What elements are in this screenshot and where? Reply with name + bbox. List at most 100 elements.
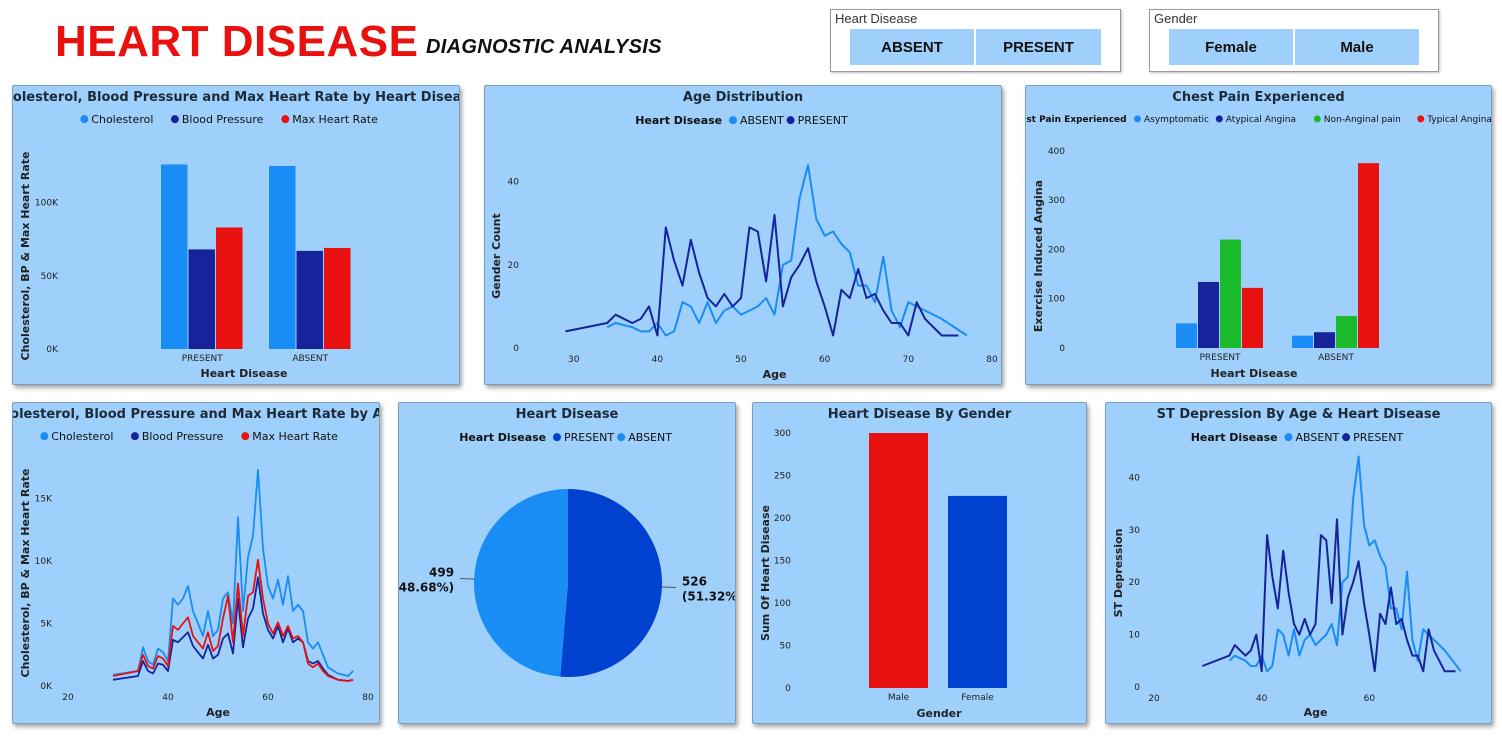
bar bbox=[1198, 281, 1219, 348]
legend-marker bbox=[729, 116, 737, 125]
slicer-male-button[interactable]: Male bbox=[1295, 29, 1419, 65]
x-tick-label: 60 bbox=[262, 693, 274, 703]
slicer-absent-button[interactable]: ABSENT bbox=[850, 29, 974, 65]
legend-label: PRESENT bbox=[1353, 431, 1403, 444]
bar bbox=[1358, 163, 1379, 348]
x-tick-label: 60 bbox=[1364, 694, 1376, 704]
panel-chest-pain[interactable]: Chest Pain Experienced Chest Pain Experie… bbox=[1025, 85, 1492, 385]
x-tick-label: 60 bbox=[819, 355, 831, 365]
y-tick-label: 50 bbox=[780, 642, 792, 652]
panel-age-distribution[interactable]: Age Distribution Heart Disease ABSENT PRESE… bbox=[484, 85, 1002, 385]
legend-title: Heart Disease bbox=[635, 114, 722, 127]
pie-value-label: 499 bbox=[429, 566, 454, 580]
y-tick-label: 300 bbox=[1048, 196, 1065, 206]
x-axis-label: Age bbox=[1304, 706, 1328, 719]
chart-title: Chest Pain Experienced bbox=[1172, 90, 1344, 105]
series-line bbox=[606, 164, 968, 337]
panel-st-depression[interactable]: ST Depression By Age & Heart Disease Hear… bbox=[1105, 402, 1492, 724]
panel-bp-by-heart-disease[interactable]: Cholesterol, Blood Pressure and Max Hear… bbox=[12, 85, 460, 385]
y-tick-label: 300 bbox=[774, 429, 791, 439]
bar bbox=[324, 247, 351, 349]
heart-disease-slicer-title: Heart Disease bbox=[835, 11, 918, 26]
panel-bp-by-age[interactable]: Cholesterol, Blood Pressure and Max Hear… bbox=[12, 402, 380, 724]
legend-label: Max Heart Rate bbox=[292, 113, 378, 126]
x-tick-label: 80 bbox=[362, 693, 374, 703]
y-tick-label: 10 bbox=[1129, 631, 1141, 641]
legend-label: PRESENT bbox=[798, 114, 848, 127]
y-tick-label: 0K bbox=[40, 682, 53, 692]
legend-label: Cholesterol bbox=[91, 113, 153, 126]
x-tick-label: ABSENT bbox=[292, 354, 328, 364]
x-tick-label: 50 bbox=[735, 355, 747, 365]
x-axis-label: Heart Disease bbox=[201, 367, 288, 380]
legend-label: Atypical Angina bbox=[1226, 115, 1296, 125]
legend-label: Max Heart Rate bbox=[252, 430, 338, 443]
y-tick-label: 200 bbox=[1048, 245, 1065, 255]
legend-marker bbox=[80, 115, 89, 124]
chart-title: Heart Disease bbox=[516, 407, 619, 422]
legend-title: Heart Disease bbox=[1191, 431, 1278, 444]
panel-heart-disease-pie[interactable]: Heart Disease Heart Disease PRESENT ABSENT 5… bbox=[398, 402, 736, 724]
legend-label: ABSENT bbox=[628, 431, 672, 444]
bar bbox=[1176, 323, 1197, 348]
legend-label: Asymptomatic bbox=[1144, 115, 1209, 125]
legend-label: Non-Anginal pain bbox=[1324, 115, 1401, 125]
y-axis-label: ST Depression bbox=[1112, 529, 1125, 618]
bar bbox=[948, 495, 1007, 688]
panel-heart-disease-gender[interactable]: Heart Disease By Gender Male Female 0 50 100 1… bbox=[752, 402, 1087, 724]
y-tick-label: 0 bbox=[1134, 683, 1140, 693]
x-axis-label: Heart Disease bbox=[1211, 367, 1298, 380]
legend-marker bbox=[786, 116, 795, 125]
y-tick-label: 100 bbox=[1048, 295, 1065, 305]
y-tick-label: 20 bbox=[1129, 578, 1141, 588]
pie-value-label: 526 bbox=[682, 574, 707, 588]
pie-slice bbox=[474, 489, 568, 677]
y-tick-label: 40 bbox=[1129, 473, 1141, 483]
legend-marker bbox=[1342, 433, 1351, 442]
x-tick-label: 40 bbox=[1256, 694, 1268, 704]
slicer-present-button[interactable]: PRESENT bbox=[976, 29, 1101, 65]
x-tick-label: Male bbox=[888, 693, 910, 703]
bar bbox=[188, 249, 215, 349]
bar bbox=[269, 165, 296, 349]
y-tick-label: 0 bbox=[513, 344, 519, 354]
bar bbox=[1242, 287, 1263, 348]
x-tick-label: 20 bbox=[62, 693, 74, 703]
legend-marker bbox=[1215, 115, 1223, 123]
y-tick-label: 5K bbox=[40, 620, 53, 630]
y-tick-label: 15K bbox=[35, 495, 53, 505]
series-line bbox=[1202, 518, 1456, 673]
y-tick-label: 0 bbox=[785, 684, 791, 694]
x-tick-label: 40 bbox=[652, 355, 664, 365]
legend-marker bbox=[130, 432, 139, 441]
pie-leader-line bbox=[460, 578, 475, 580]
legend-label: Typical Angina bbox=[1426, 115, 1491, 125]
y-axis-label: Sum Of Heart Disease bbox=[759, 505, 772, 641]
x-tick-label: 20 bbox=[1148, 694, 1160, 704]
y-tick-label: 20 bbox=[508, 261, 520, 271]
series-line bbox=[565, 213, 959, 337]
st-depression-chart: ST Depression By Age & Heart Disease Hear… bbox=[1112, 407, 1462, 719]
chart-title: Age Distribution bbox=[683, 90, 803, 105]
y-axis-label: Cholesterol, BP & Max Heart Rate bbox=[19, 152, 32, 361]
age-distribution-chart: Age Distribution Heart Disease ABSENT PRESE… bbox=[490, 90, 998, 381]
legend-title: Chest Pain Experienced bbox=[1026, 115, 1127, 125]
y-tick-label: 100 bbox=[774, 599, 791, 609]
legend-marker bbox=[170, 115, 179, 124]
y-tick-label: 0K bbox=[46, 345, 59, 355]
y-tick-label: 0 bbox=[1059, 344, 1065, 354]
bp-by-heart-disease-chart: Cholesterol, Blood Pressure and Max Hear… bbox=[13, 90, 459, 380]
gender-slicer-title: Gender bbox=[1154, 11, 1198, 26]
legend-marker bbox=[617, 433, 626, 442]
bar bbox=[1336, 315, 1357, 348]
series-line bbox=[112, 576, 354, 682]
legend-marker bbox=[40, 432, 49, 441]
bp-by-age-chart: Cholesterol, Blood Pressure and Max Hear… bbox=[13, 407, 379, 719]
chart-title: Heart Disease By Gender bbox=[828, 407, 1012, 422]
legend-marker bbox=[241, 432, 250, 441]
slicer-female-button[interactable]: Female bbox=[1169, 29, 1293, 65]
bar bbox=[1220, 239, 1241, 348]
legend-marker bbox=[1134, 115, 1141, 123]
series-line bbox=[1228, 455, 1462, 673]
legend-label: Blood Pressure bbox=[182, 113, 264, 126]
